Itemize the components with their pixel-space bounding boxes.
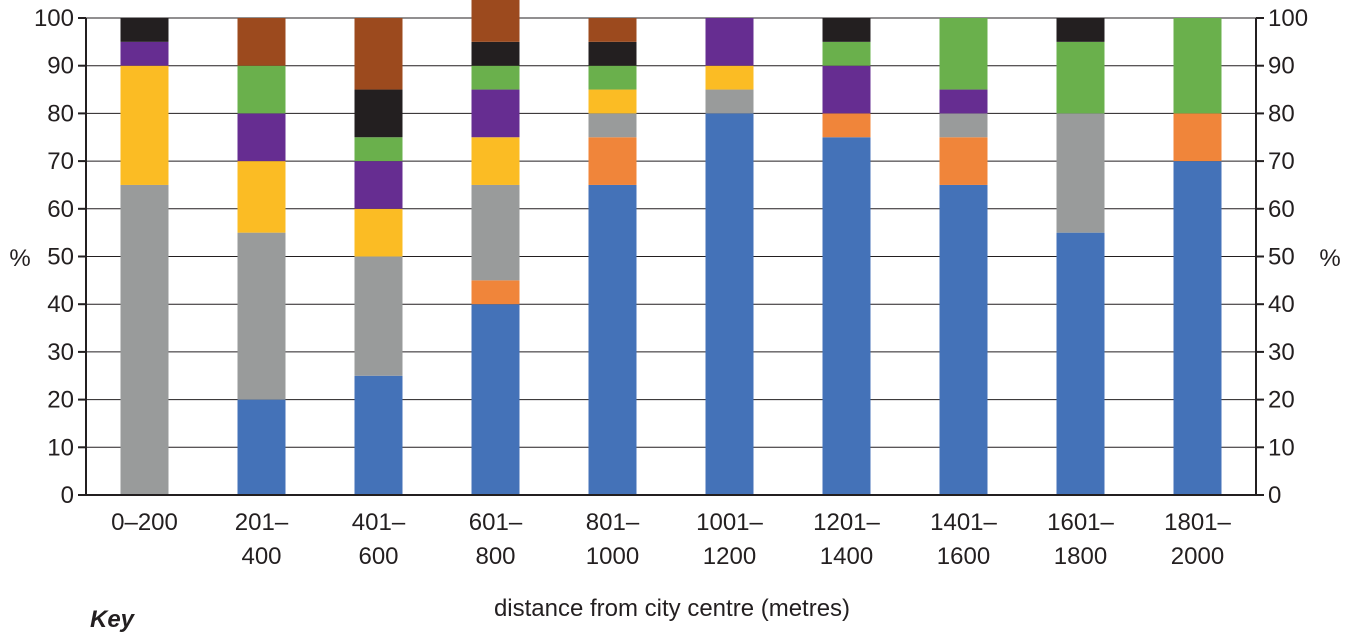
bar-segment	[1173, 113, 1222, 162]
bar-segment	[939, 137, 988, 185]
bar-segment	[237, 161, 286, 233]
x-tick-label: 1401– 1600	[930, 509, 997, 570]
y-tick-label-right: 100	[1268, 5, 1308, 32]
x-tick-label: 1601– 1800	[1047, 509, 1114, 570]
y-tick-label-right: 40	[1268, 291, 1295, 318]
bar-segment	[822, 137, 871, 495]
bar-segment	[354, 161, 403, 209]
bar-segment	[822, 41, 871, 66]
y-tick-label-right: 90	[1268, 53, 1295, 80]
y-tick-label-left: 20	[47, 387, 74, 414]
x-tick-label: 1201– 1400	[813, 509, 880, 570]
y-tick-label-right: 30	[1268, 339, 1295, 366]
y-axis-label-right: %	[1319, 245, 1340, 272]
y-tick-label-left: 100	[34, 5, 74, 32]
x-tick-label: 0–200	[111, 509, 178, 536]
bar-segment	[1173, 161, 1222, 495]
bar-segment	[588, 137, 637, 185]
bar-segment	[705, 65, 754, 90]
x-axis-label: distance from city centre (metres)	[494, 595, 850, 622]
bar-segment	[705, 89, 754, 114]
bar-segment	[471, 280, 520, 305]
bar-segment	[354, 256, 403, 376]
y-tick-label-left: 10	[47, 434, 74, 461]
bar-segment	[354, 208, 403, 257]
bar-segment	[588, 113, 637, 138]
x-tick-label: 1001– 1200	[696, 509, 763, 570]
bar-segment	[822, 65, 871, 114]
y-tick-label-right: 50	[1268, 244, 1295, 271]
y-tick-label-right: 80	[1268, 100, 1295, 127]
x-tick-label: 401– 600	[352, 509, 406, 570]
bar-segment	[354, 375, 403, 495]
bar-segment	[471, 184, 520, 281]
bar-segment	[237, 18, 286, 66]
x-tick-label: 801– 1000	[586, 509, 640, 570]
bar-segment	[120, 184, 169, 495]
bar-segment	[939, 89, 988, 114]
bar-segment	[120, 65, 169, 185]
bar-segment	[939, 113, 988, 138]
bar-segment	[237, 65, 286, 114]
x-tick-label: 1801– 2000	[1164, 509, 1231, 570]
bar-segment	[705, 18, 754, 66]
bar-segment	[354, 18, 403, 90]
bar-segment	[588, 18, 637, 42]
bar-segment	[588, 41, 637, 66]
bar-segment	[588, 184, 637, 495]
y-tick-label-left: 30	[47, 339, 74, 366]
bar-segment	[1056, 232, 1105, 495]
bar-segment	[471, 89, 520, 138]
y-tick-label-left: 50	[47, 244, 74, 271]
y-tick-label-right: 0	[1268, 482, 1281, 509]
x-tick-label: 601– 800	[469, 509, 523, 570]
bar-segment	[705, 113, 754, 496]
key-heading: Key	[90, 606, 135, 633]
bar-segment	[354, 137, 403, 162]
bar-segment	[120, 18, 169, 42]
bar-segment	[471, 304, 520, 495]
bar-segment	[822, 18, 871, 42]
bar-segment	[471, 137, 520, 185]
bar-segment	[471, 0, 520, 42]
y-tick-label-left: 40	[47, 291, 74, 318]
bar-segment	[471, 65, 520, 90]
bar-segment	[588, 65, 637, 90]
bar-segment	[822, 113, 871, 138]
y-tick-label-right: 60	[1268, 196, 1295, 223]
bar-segment	[1056, 113, 1105, 233]
bar-segment	[1173, 18, 1222, 114]
bar-segment	[939, 18, 988, 90]
bar-segment	[1056, 18, 1105, 42]
y-tick-label-left: 70	[47, 148, 74, 175]
y-tick-label-right: 10	[1268, 434, 1295, 461]
y-axis-label-left: %	[9, 245, 30, 272]
bar-segment	[471, 41, 520, 66]
ticks: 0 0 10 10 20 20 30 30 40 40 50 50 60 60 70 70 80 80 90 90 10…	[34, 5, 1308, 570]
y-tick-label-right: 70	[1268, 148, 1295, 175]
y-tick-label-left: 90	[47, 53, 74, 80]
bar-segment	[354, 89, 403, 138]
y-tick-label-left: 60	[47, 196, 74, 223]
bar-segment	[237, 232, 286, 400]
bars	[120, 0, 1222, 496]
x-tick-label: 201– 400	[235, 509, 289, 570]
bar-segment	[120, 41, 169, 66]
y-tick-label-left: 0	[61, 482, 74, 509]
bar-segment	[939, 184, 988, 495]
bar-segment	[1056, 41, 1105, 114]
y-tick-label-right: 20	[1268, 387, 1295, 414]
bar-segment	[588, 89, 637, 114]
bar-segment	[237, 113, 286, 162]
bar-segment	[237, 399, 286, 495]
y-tick-label-left: 80	[47, 100, 74, 127]
